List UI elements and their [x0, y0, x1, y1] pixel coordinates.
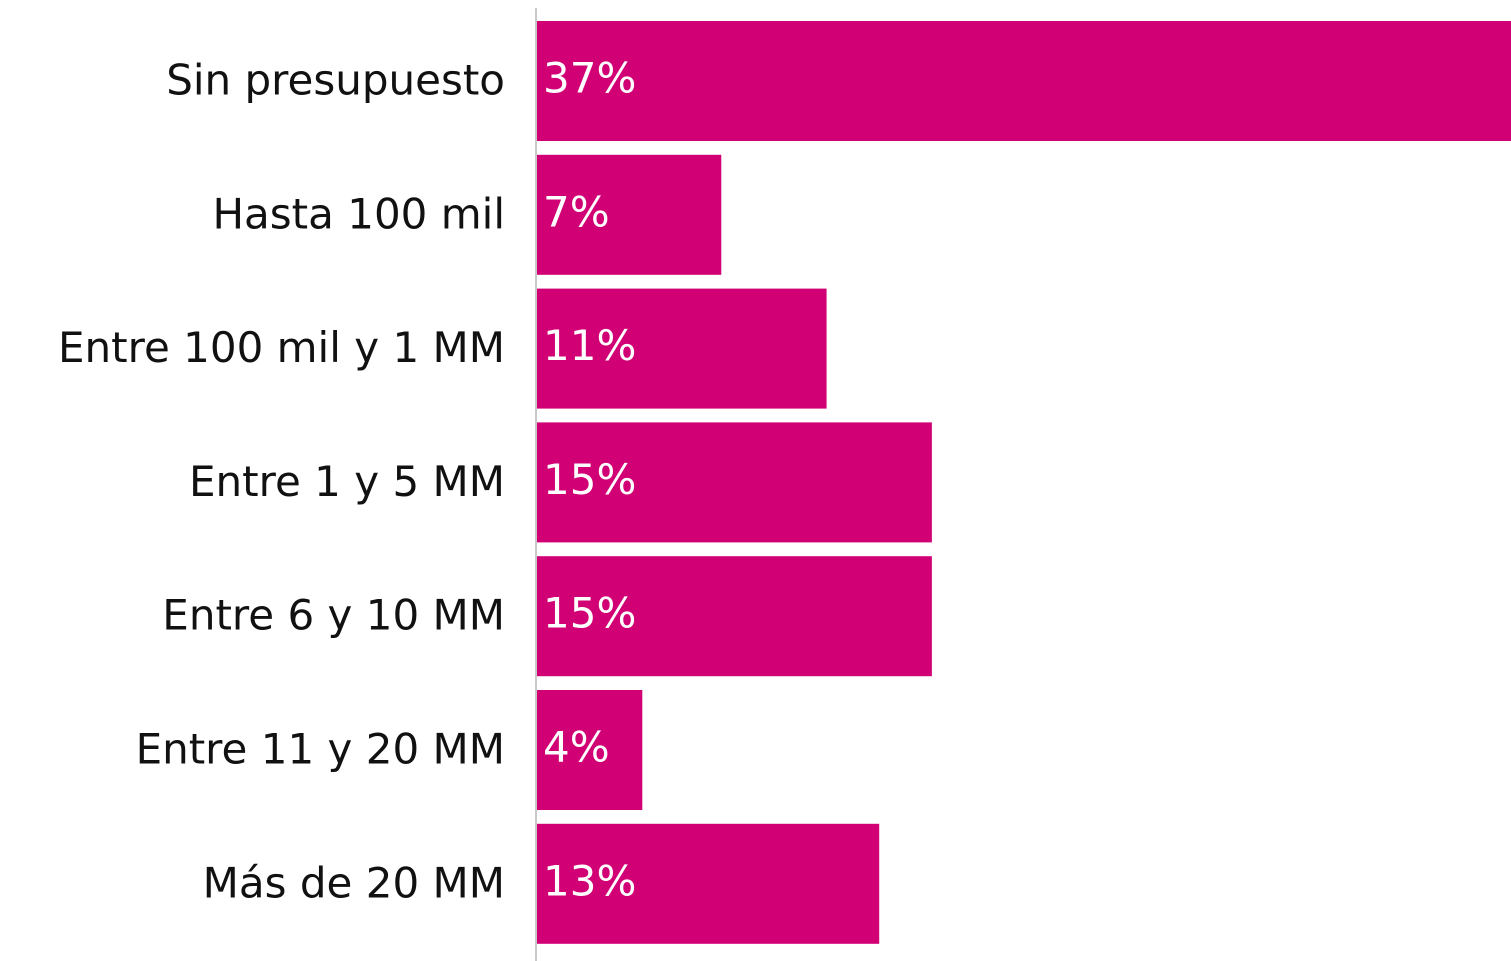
category-label: Hasta 100 mil	[212, 189, 505, 238]
category-label: Entre 6 y 10 MM	[162, 591, 505, 640]
category-label: Entre 1 y 5 MM	[189, 457, 505, 506]
value-label: 4%	[543, 723, 610, 772]
bar	[537, 154, 722, 275]
value-label: 15%	[543, 455, 636, 504]
bar	[537, 823, 880, 944]
bar	[537, 556, 932, 677]
bar	[537, 422, 932, 543]
value-label: 7%	[543, 187, 610, 236]
value-label: 13%	[543, 856, 636, 905]
bar	[537, 288, 827, 409]
bar	[537, 690, 643, 810]
category-label: Sin presupuesto	[166, 56, 505, 105]
category-label: Entre 11 y 20 MM	[136, 725, 505, 774]
value-label: 11%	[543, 321, 636, 370]
value-label: 37%	[543, 54, 636, 103]
value-label: 15%	[543, 589, 636, 638]
category-label: Más de 20 MM	[203, 858, 505, 907]
category-label: Entre 100 mil y 1 MM	[58, 323, 505, 372]
bar	[537, 21, 1511, 141]
